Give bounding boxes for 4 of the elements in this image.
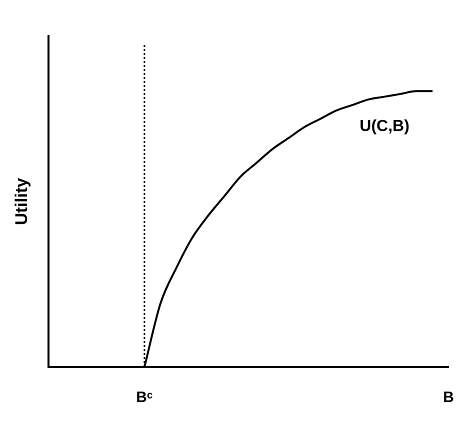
- x-tick-label: Bᶜ: [136, 389, 154, 406]
- y-axis-title: Utility: [12, 177, 31, 226]
- series-label: U(C,B): [360, 118, 410, 136]
- x-tick-label: B: [443, 389, 454, 406]
